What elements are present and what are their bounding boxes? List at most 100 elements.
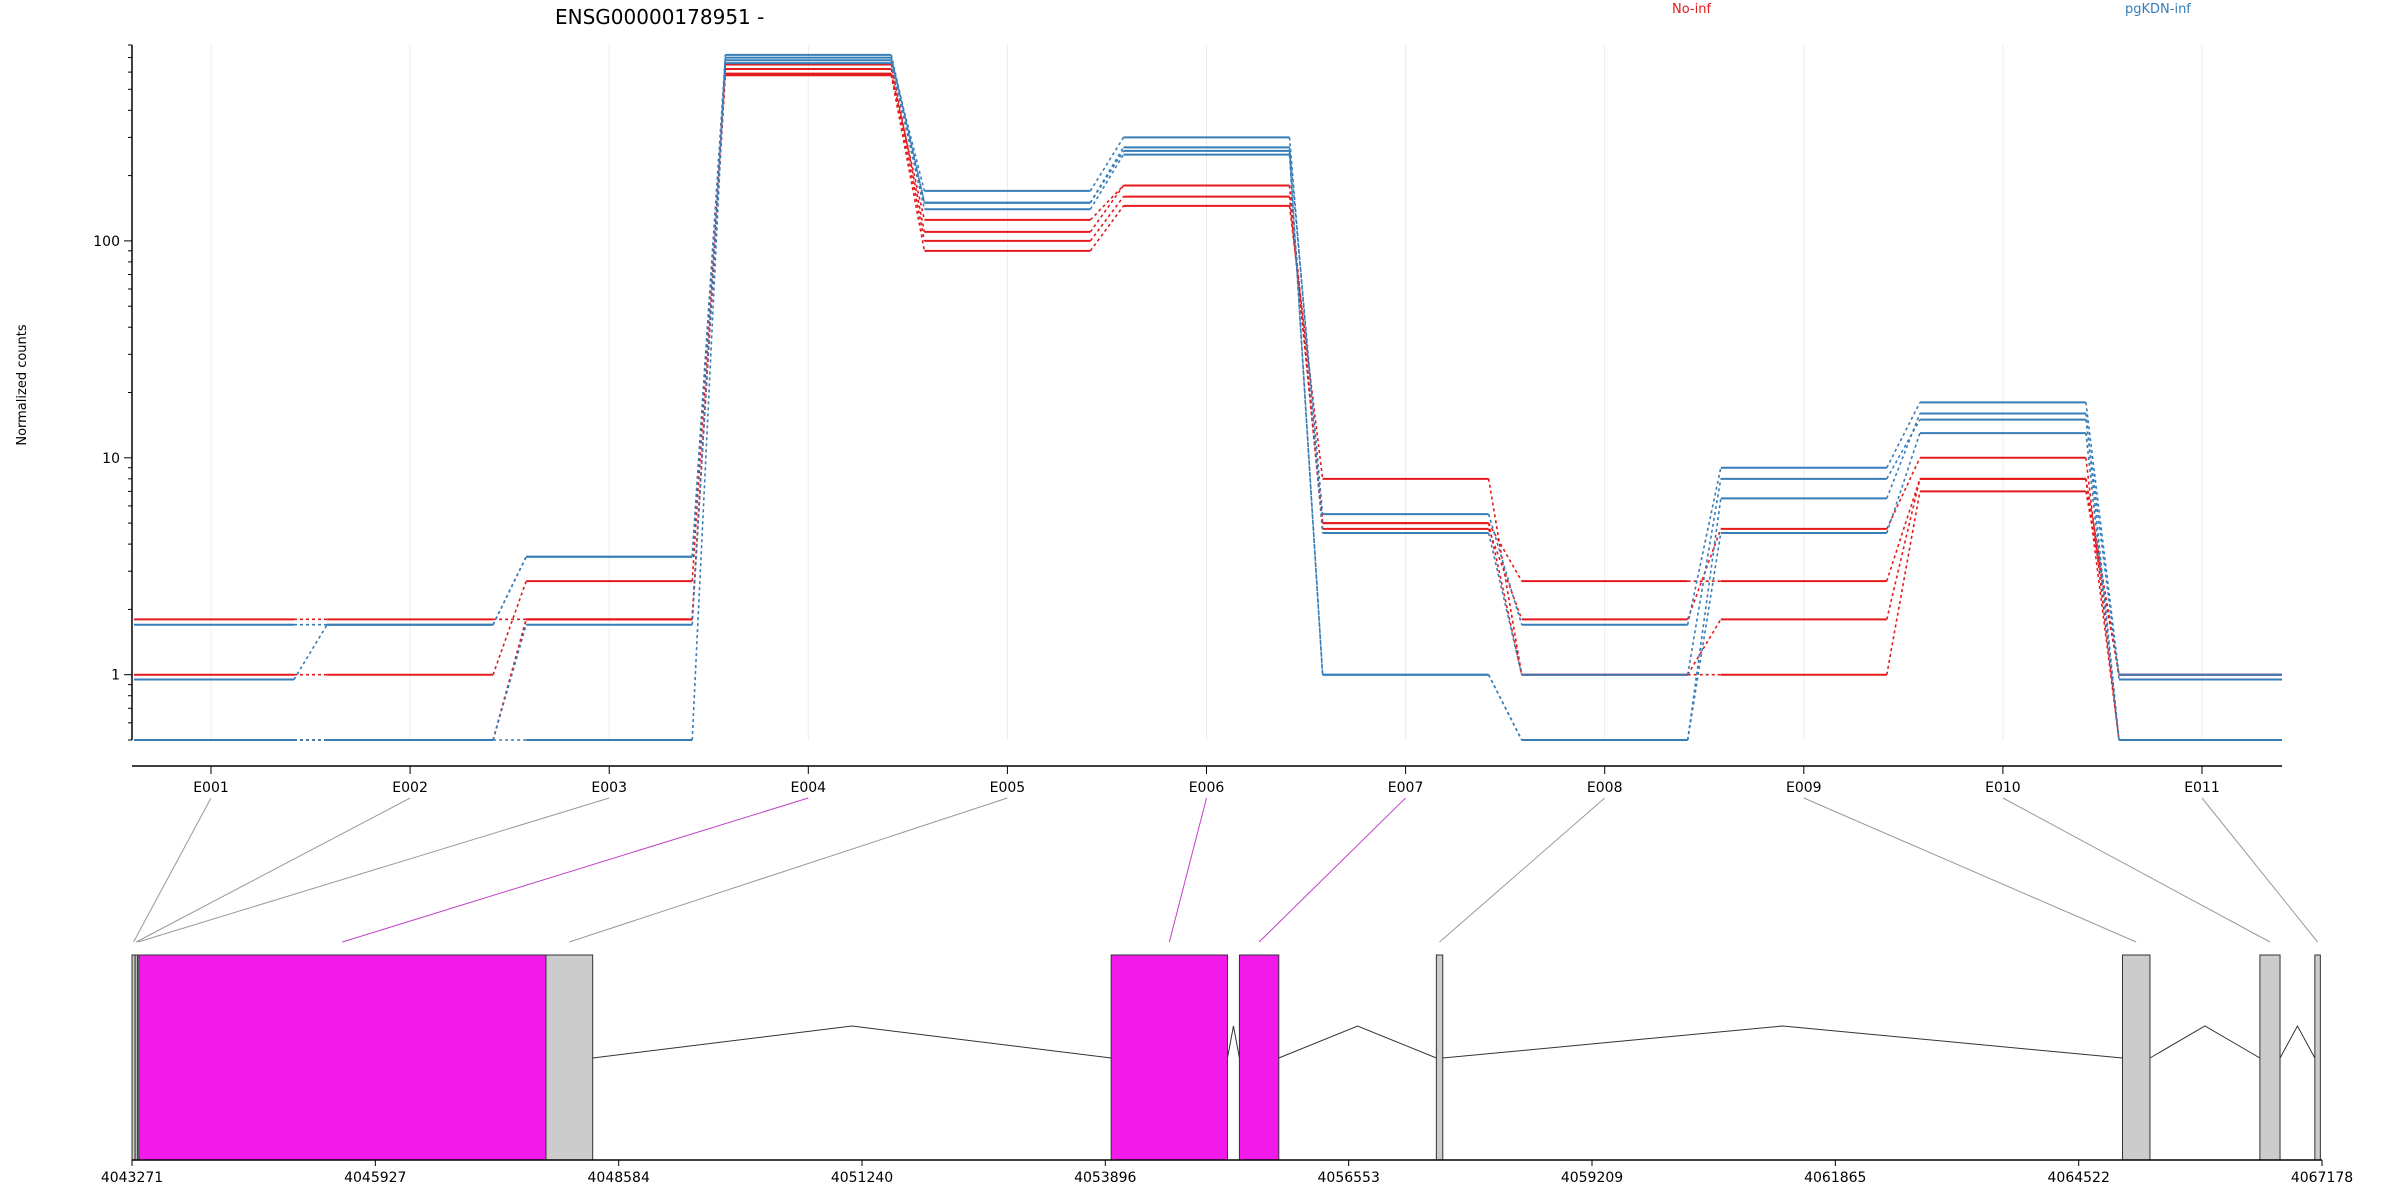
exon-box-e005 [545, 954, 594, 1161]
series-connector [492, 556, 527, 626]
coord-tick-label: 4043271 [101, 1170, 163, 1186]
series-connector [1686, 528, 1722, 620]
series-connector [492, 624, 527, 741]
x-tick-label: E009 [1786, 780, 1822, 796]
bin-connector [133, 797, 212, 943]
series-connector [1886, 478, 1921, 620]
series-connector [1089, 150, 1125, 204]
bin-connector [1168, 797, 1207, 943]
y-axis: 1 10 100 [93, 44, 133, 741]
series-connector [890, 75, 926, 251]
series-connector [1487, 532, 1523, 675]
intron-line [2279, 1024, 2316, 1059]
coord-tick-label: 4056553 [1318, 1170, 1380, 1186]
coord-tick-label: 4059209 [1561, 1170, 1623, 1186]
x-tick-label: E008 [1587, 780, 1623, 796]
legend-label-no-inf: No-inf [1672, 2, 1711, 17]
y-tick-label: 1 [111, 668, 120, 684]
bin-connector [342, 797, 809, 943]
series-connector [890, 62, 926, 210]
x-tick-label: E002 [392, 780, 428, 796]
bin-connector [569, 797, 1008, 943]
series-connector [1886, 402, 1921, 469]
exon-box-e008 [1435, 954, 1444, 1161]
series-connector [1089, 196, 1125, 242]
series-connector [1089, 185, 1125, 233]
x-tick-label: E001 [193, 780, 229, 796]
coord-tick-label: 4051240 [831, 1170, 893, 1186]
x-tick-label: E006 [1189, 780, 1225, 796]
series-connector [1487, 522, 1523, 582]
bin-connector [137, 797, 610, 943]
series-connector [492, 580, 527, 675]
series-connector [890, 68, 926, 242]
series-pgkdn-inf-5 [134, 59, 2282, 681]
bin-connector [1439, 797, 1606, 943]
coord-tick-label: 4067178 [2291, 1170, 2353, 1186]
series-connector [2085, 478, 2120, 741]
series-connector [293, 624, 328, 680]
x-axis: E001 E002 E003 E004 E005 E006 E007 E008 E009 E010… [132, 765, 2282, 796]
series-connector [691, 54, 727, 741]
intron-line [2149, 1025, 2261, 1059]
y-tick-label: 10 [102, 451, 120, 467]
series-connector [1886, 491, 1921, 675]
coord-tick-label: 4048584 [588, 1170, 650, 1186]
series-connector [1288, 147, 1324, 515]
series-connector [1487, 478, 1523, 675]
y-tick-label: 100 [93, 234, 120, 250]
series-connector [890, 73, 926, 221]
intron-line [592, 1025, 1112, 1059]
series-connector [1288, 137, 1324, 534]
series-connector [691, 57, 727, 557]
x-tick-label: E007 [1388, 780, 1424, 796]
series-connector [1089, 184, 1125, 221]
series-connector [1487, 513, 1523, 625]
series-connector [1886, 419, 1921, 480]
coord-tick-label: 4061865 [1804, 1170, 1866, 1186]
series-connector [890, 57, 926, 203]
bin-connector [1803, 797, 2137, 943]
series-connector [2085, 413, 2120, 741]
series-connector [1687, 618, 1722, 676]
x-tick-label: E011 [2184, 780, 2220, 796]
series-connector [1686, 467, 1722, 625]
coord-tick-label: 4064522 [2048, 1170, 2110, 1186]
coord-tick-label: 4045927 [344, 1170, 406, 1186]
exon-box-e004 [138, 954, 547, 1161]
exon-box-e011 [2314, 954, 2321, 1161]
gene-model [131, 954, 2321, 1161]
exon-box-e009 [2121, 954, 2151, 1161]
series-connector [1686, 532, 1722, 741]
series-no-inf-3 [134, 72, 2282, 741]
series-connector [890, 64, 926, 233]
x-tick-label: E010 [1985, 780, 2021, 796]
series-connector [1089, 146, 1125, 204]
series-connector [2085, 419, 2120, 680]
series-connector [1886, 432, 1921, 534]
series-pgkdn-inf-7 [134, 53, 2282, 741]
exon-box-e010 [2259, 954, 2281, 1161]
series-connector [1089, 154, 1125, 210]
bin-connector [2002, 797, 2271, 943]
series-connector [1886, 457, 1921, 530]
grid-layer [210, 45, 2203, 740]
series-connector [1487, 522, 1523, 675]
intron-line [1227, 1025, 1240, 1059]
series-no-inf-0 [134, 74, 2282, 676]
series-connector [2085, 402, 2120, 675]
bin-connector [1258, 797, 1406, 943]
y-axis-label: Normalized counts [15, 324, 30, 446]
series-connector [1686, 478, 1722, 675]
series-connector [1487, 528, 1523, 620]
series-no-inf-1 [134, 68, 2282, 676]
genomic-coordinate-axis: 4043271 4045927 4048584 4051240 4053896 40565… [101, 1159, 2353, 1186]
x-tick-label: E003 [591, 780, 627, 796]
series-connector [890, 54, 926, 203]
exon-box-e006 [1110, 954, 1229, 1161]
series-connector [1686, 498, 1722, 741]
chart-title: ENSG00000178951 - [555, 5, 764, 29]
legend-label-pgkdn-inf: pgKDN-inf [2125, 2, 2191, 17]
series-connector [2085, 457, 2120, 741]
